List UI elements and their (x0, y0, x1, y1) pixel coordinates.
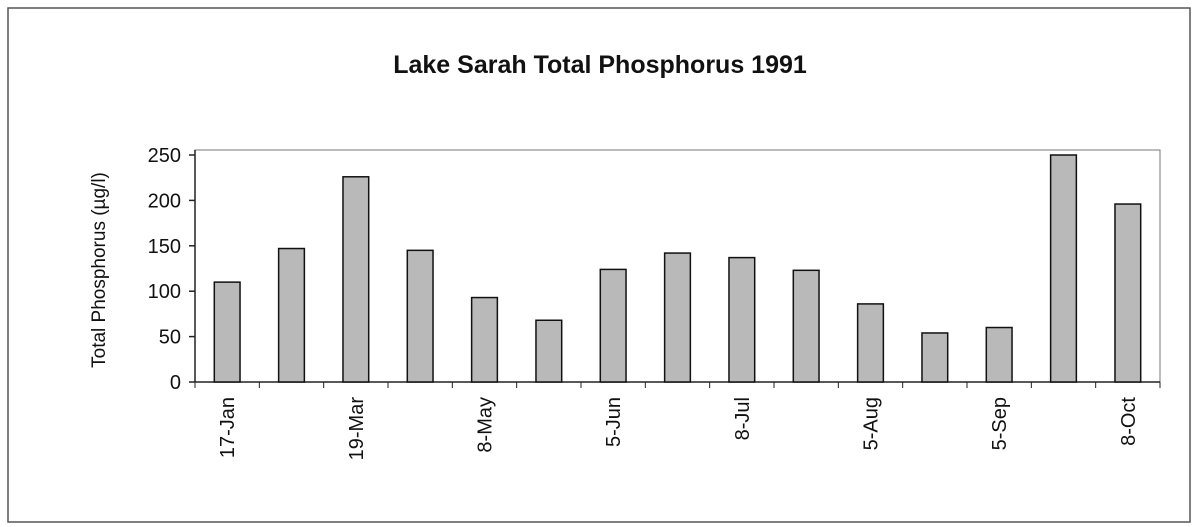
x-tick-label: 19-Mar (346, 397, 368, 461)
bar (342, 176, 370, 383)
bar (213, 281, 241, 383)
x-tick-label: 8-Jul (732, 397, 754, 440)
chart-frame (7, 7, 1191, 523)
y-tick-label: 50 (159, 327, 181, 349)
bar (277, 247, 306, 383)
x-tick-label: 17-Jan (217, 397, 239, 458)
bar (406, 249, 434, 383)
x-tick-label: 5-Jun (603, 397, 625, 447)
bar (728, 256, 756, 383)
bar (535, 319, 563, 383)
x-tick-label: 8-May (475, 397, 497, 453)
bar (1114, 203, 1142, 383)
x-tick-label: 5-Aug (861, 397, 883, 450)
bar (985, 326, 1013, 383)
bar (599, 268, 627, 383)
bar (1049, 154, 1078, 383)
bar (856, 303, 885, 383)
x-tick-label: 8-Oct (1118, 397, 1140, 446)
bar (921, 332, 949, 383)
y-axis-label: Total Phosphorus (µg/l) (89, 172, 110, 368)
chart-title: Lake Sarah Total Phosphorus 1991 (393, 51, 807, 79)
y-tick-label: 100 (148, 281, 181, 303)
y-tick-label: 200 (148, 190, 181, 212)
y-tick-label: 250 (148, 145, 181, 167)
y-tick-label: 150 (148, 236, 181, 258)
bar (663, 252, 692, 383)
bar (470, 296, 499, 383)
x-tick-label: 5-Sep (989, 397, 1011, 450)
bar (792, 269, 820, 383)
y-tick-label: 0 (170, 372, 181, 394)
